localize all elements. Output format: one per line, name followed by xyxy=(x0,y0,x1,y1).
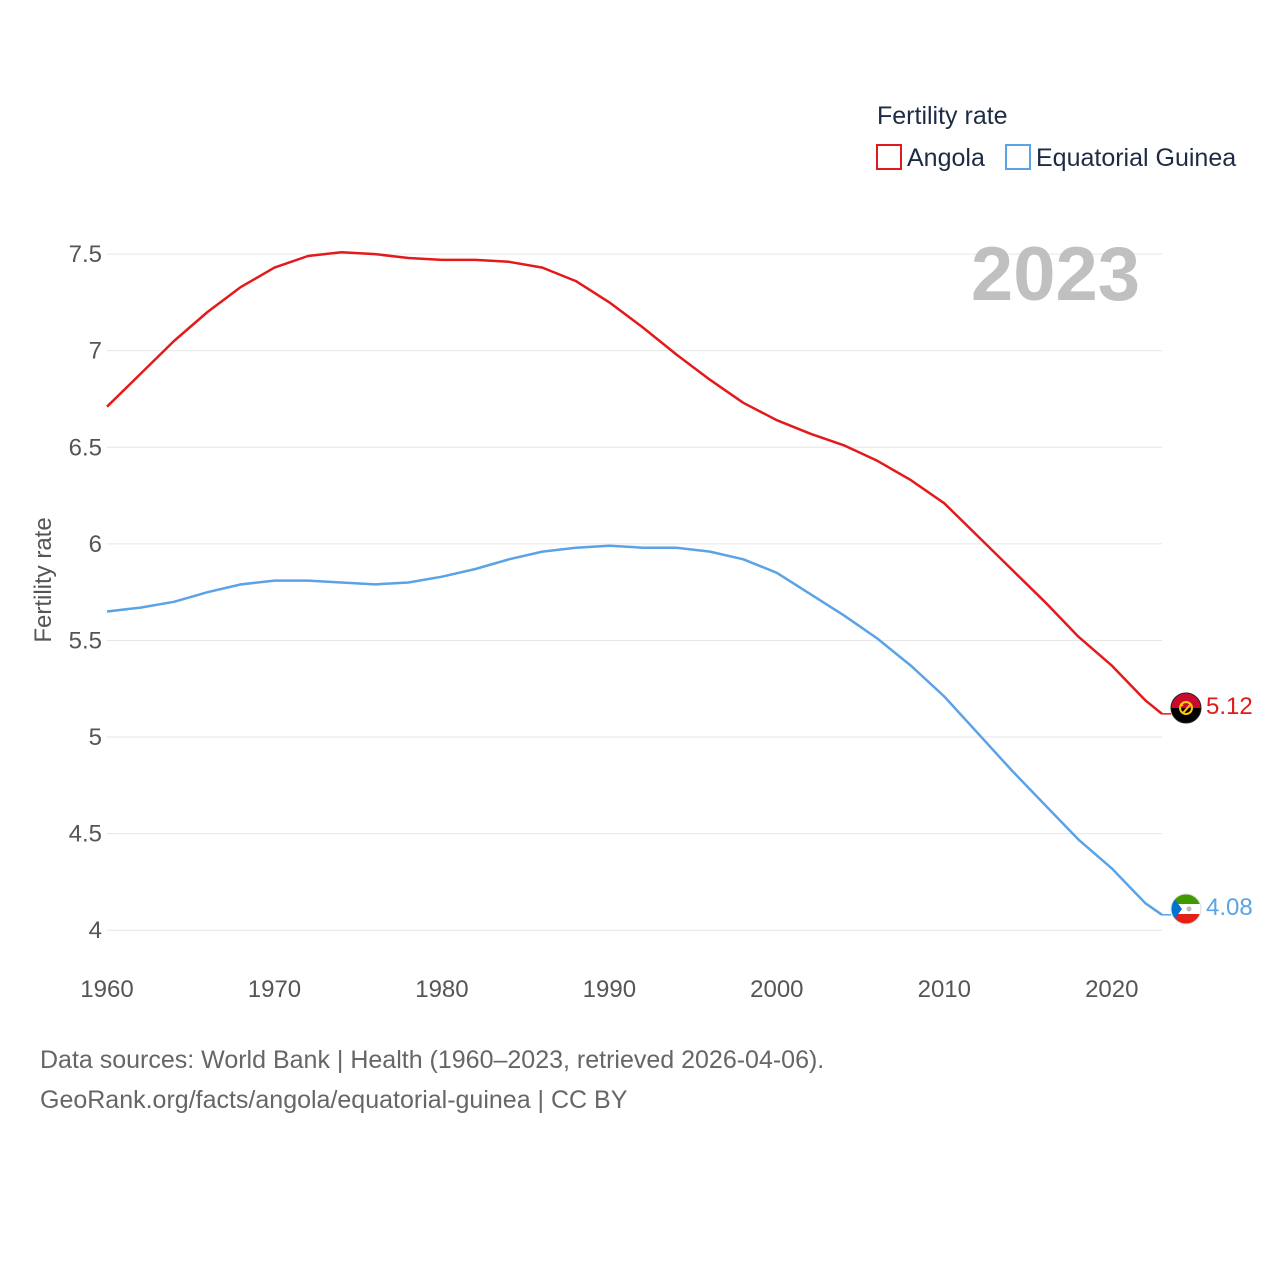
x-axis-ticks: 1960 1970 1980 1990 2000 2010 2020 xyxy=(80,976,1138,1003)
fertility-rate-chart: 4 4.5 5 5.5 6 6.5 7 7.5 1960 1970 1980 1990 2000 201… xyxy=(30,102,1253,1003)
y-tick-label: 7.5 xyxy=(69,241,102,268)
series-line-angola xyxy=(106,250,1163,715)
y-tick-label: 6.5 xyxy=(69,434,102,461)
y-axis-label: Fertility rate xyxy=(30,517,57,642)
legend-swatch-angola xyxy=(876,144,902,170)
equatorial-guinea-flag-icon xyxy=(1171,894,1201,924)
y-tick-label: 6 xyxy=(89,531,102,558)
angola-flag-border xyxy=(1170,692,1202,724)
source-url: GeoRank.org/facts/angola/equatorial-guin… xyxy=(40,1086,628,1114)
x-tick-label: 1980 xyxy=(415,976,468,1003)
year-label: 2023 xyxy=(971,232,1140,317)
series-line-equatorial-guinea xyxy=(106,544,1163,916)
legend-label-angola: Angola xyxy=(907,144,985,172)
legend-swatch-equatorial-guinea xyxy=(1005,144,1031,170)
y-tick-label: 4 xyxy=(89,917,102,944)
end-value-equatorial-guinea: 4.08 xyxy=(1206,894,1253,921)
gridlines xyxy=(107,253,1162,931)
equatorial-guinea-flag-border xyxy=(1170,893,1202,925)
y-tick-label: 5.5 xyxy=(69,627,102,654)
legend: Fertility rate Angola Equatorial Guinea xyxy=(876,102,1236,172)
x-tick-label: 1990 xyxy=(583,976,636,1003)
end-value-angola: 5.12 xyxy=(1206,693,1253,720)
y-tick-label: 4.5 xyxy=(69,821,102,848)
angola-flag-icon xyxy=(1171,693,1201,723)
x-tick-label: 2010 xyxy=(918,976,971,1003)
x-tick-label: 2000 xyxy=(750,976,803,1003)
x-tick-label: 1970 xyxy=(248,976,301,1003)
x-tick-label: 1960 xyxy=(80,976,133,1003)
source-note: Data sources: World Bank | Health (1960–… xyxy=(40,1046,825,1074)
series-lines xyxy=(106,250,1171,916)
y-tick-label: 5 xyxy=(89,724,102,751)
y-axis-ticks: 4 4.5 5 5.5 6 6.5 7 7.5 xyxy=(69,241,102,944)
y-tick-label: 7 xyxy=(89,338,102,365)
legend-title: Fertility rate xyxy=(877,102,1008,130)
legend-label-equatorial-guinea: Equatorial Guinea xyxy=(1036,144,1236,172)
x-tick-label: 2020 xyxy=(1085,976,1138,1003)
